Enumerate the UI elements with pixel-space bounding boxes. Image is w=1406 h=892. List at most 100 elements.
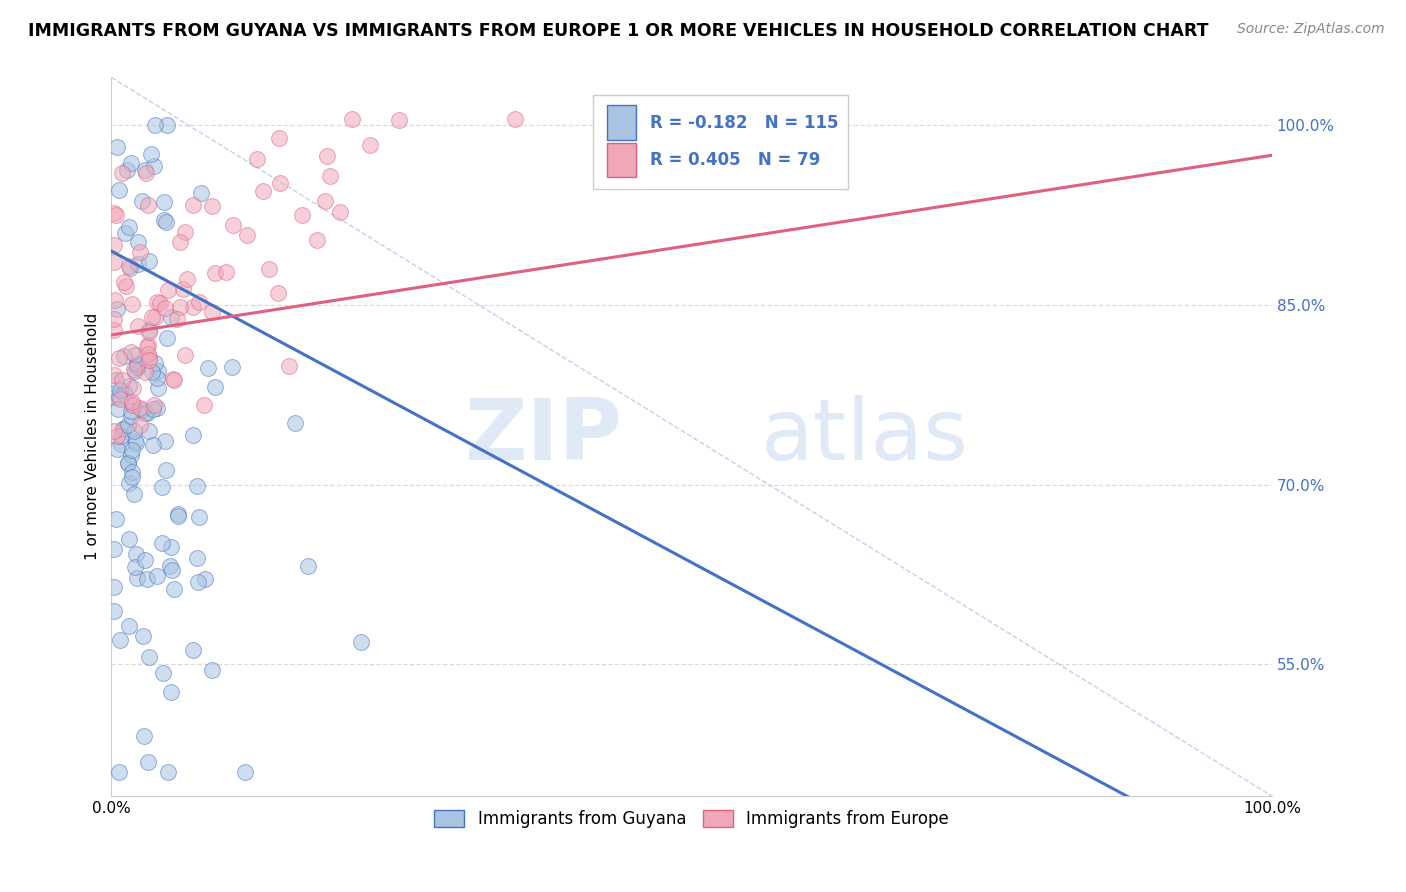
Point bbox=[118, 261, 141, 276]
Point bbox=[118, 220, 141, 235]
Point bbox=[252, 184, 274, 198]
Point bbox=[124, 364, 146, 378]
Point bbox=[146, 294, 169, 309]
Point bbox=[146, 401, 169, 416]
Point bbox=[201, 199, 224, 213]
Point bbox=[314, 194, 336, 208]
Point bbox=[105, 302, 128, 317]
Point bbox=[291, 208, 314, 222]
Point bbox=[114, 227, 136, 241]
Point bbox=[186, 551, 208, 566]
Point bbox=[127, 256, 149, 270]
Text: Source: ZipAtlas.com: Source: ZipAtlas.com bbox=[1237, 22, 1385, 37]
Point bbox=[259, 262, 281, 277]
Point bbox=[122, 398, 145, 412]
Point bbox=[114, 275, 136, 289]
Point bbox=[156, 284, 179, 298]
Point bbox=[159, 559, 181, 574]
Point bbox=[117, 456, 139, 470]
Point bbox=[105, 140, 128, 154]
Point bbox=[121, 465, 143, 479]
Point bbox=[138, 323, 160, 337]
Point bbox=[155, 463, 177, 477]
Point bbox=[160, 310, 183, 324]
Point bbox=[112, 385, 135, 400]
Point bbox=[118, 475, 141, 490]
Point bbox=[118, 259, 141, 273]
Point bbox=[181, 198, 204, 212]
Point bbox=[127, 357, 149, 371]
Point bbox=[188, 509, 211, 524]
Point bbox=[136, 755, 159, 769]
Point bbox=[153, 213, 176, 227]
Point bbox=[124, 348, 146, 362]
Point bbox=[132, 629, 155, 643]
Point bbox=[146, 364, 169, 378]
Point bbox=[169, 235, 191, 250]
FancyBboxPatch shape bbox=[593, 95, 848, 189]
Text: R = 0.405   N = 79: R = 0.405 N = 79 bbox=[650, 151, 820, 169]
Point bbox=[134, 365, 156, 379]
Point bbox=[197, 360, 219, 375]
Point bbox=[138, 424, 160, 438]
Point bbox=[129, 418, 152, 433]
Point bbox=[122, 487, 145, 501]
Point bbox=[267, 285, 290, 300]
Point bbox=[103, 312, 125, 326]
Point bbox=[152, 195, 174, 210]
Point bbox=[103, 206, 125, 220]
Point bbox=[149, 296, 172, 310]
Point bbox=[120, 448, 142, 462]
Point bbox=[110, 633, 132, 648]
Point bbox=[103, 368, 125, 382]
Point bbox=[152, 666, 174, 681]
Point bbox=[127, 235, 149, 249]
Legend: Immigrants from Guyana, Immigrants from Europe: Immigrants from Guyana, Immigrants from … bbox=[427, 803, 956, 835]
Point bbox=[284, 417, 307, 431]
Point bbox=[174, 348, 197, 362]
Point bbox=[117, 417, 139, 432]
Point bbox=[222, 218, 245, 232]
Point bbox=[136, 339, 159, 353]
Point bbox=[135, 572, 157, 586]
Point bbox=[104, 512, 127, 526]
Point bbox=[172, 282, 194, 296]
Point bbox=[187, 574, 209, 589]
Point bbox=[181, 642, 204, 657]
Point bbox=[121, 398, 143, 412]
Point bbox=[153, 301, 176, 315]
Point bbox=[110, 428, 132, 442]
Point bbox=[111, 166, 134, 180]
Point bbox=[127, 318, 149, 333]
Point bbox=[169, 301, 191, 315]
Point bbox=[111, 373, 134, 387]
Point bbox=[115, 163, 138, 178]
Point bbox=[125, 547, 148, 561]
Point bbox=[201, 305, 224, 319]
Point bbox=[124, 559, 146, 574]
Point bbox=[160, 540, 183, 554]
Point bbox=[163, 373, 186, 387]
Point bbox=[388, 112, 411, 127]
Point bbox=[156, 331, 179, 345]
Point bbox=[118, 619, 141, 633]
Point bbox=[121, 443, 143, 458]
Text: ZIP: ZIP bbox=[464, 395, 621, 478]
Point bbox=[174, 225, 197, 239]
Point bbox=[122, 381, 145, 395]
Point bbox=[350, 635, 373, 649]
Point bbox=[319, 169, 342, 183]
Point bbox=[129, 401, 152, 416]
Point bbox=[121, 470, 143, 484]
Point bbox=[127, 359, 149, 373]
Point bbox=[503, 112, 526, 127]
Point bbox=[305, 233, 328, 247]
Point bbox=[125, 571, 148, 585]
Point bbox=[136, 347, 159, 361]
Point bbox=[108, 182, 131, 196]
Point bbox=[221, 359, 243, 374]
Point bbox=[176, 272, 198, 286]
Point bbox=[103, 424, 125, 438]
Point bbox=[103, 323, 125, 337]
Point bbox=[138, 649, 160, 664]
